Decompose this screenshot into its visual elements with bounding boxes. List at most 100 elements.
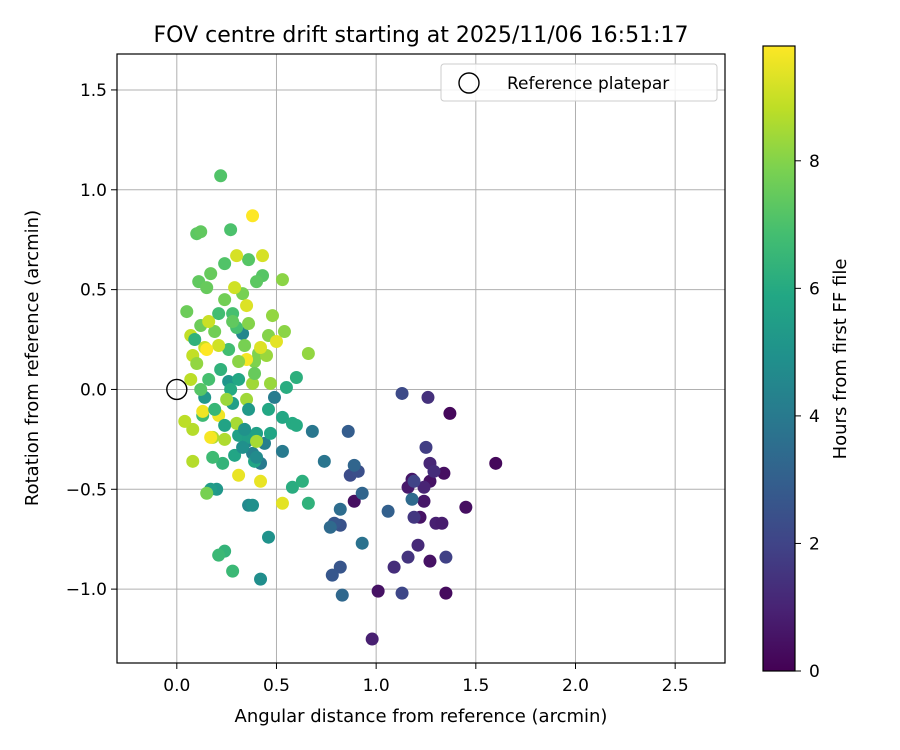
data-point	[387, 560, 401, 574]
data-point	[411, 538, 425, 552]
data-point	[200, 343, 214, 357]
x-axis-label: Angular distance from reference (arcmin)	[235, 706, 608, 727]
data-point	[295, 474, 309, 488]
data-point	[265, 309, 279, 323]
data-point	[228, 448, 242, 462]
data-point	[395, 386, 409, 400]
data-point	[242, 253, 256, 267]
data-point	[212, 339, 226, 353]
data-point	[236, 440, 250, 454]
data-point	[423, 554, 437, 568]
data-point	[240, 392, 254, 406]
data-point	[262, 530, 276, 544]
data-point	[246, 376, 260, 390]
data-point	[355, 486, 369, 500]
colorbar-tick-label: 6	[809, 279, 820, 299]
data-point	[238, 422, 252, 436]
data-point	[214, 169, 228, 183]
data-point	[335, 588, 349, 602]
data-point	[417, 480, 431, 494]
data-point	[242, 402, 256, 416]
x-tick-label: 2.0	[562, 676, 589, 696]
data-point	[254, 572, 268, 586]
data-point	[407, 510, 421, 524]
data-point	[435, 516, 449, 530]
colorbar-tick-label: 2	[809, 534, 820, 554]
data-point	[186, 454, 200, 468]
data-point	[275, 444, 289, 458]
data-point	[305, 424, 319, 438]
y-tick-label: 0.5	[80, 281, 107, 301]
data-point	[381, 504, 395, 518]
data-point	[196, 404, 210, 418]
colorbar-ticks: 0 2 4 6 8	[795, 152, 820, 682]
data-point	[289, 370, 303, 384]
data-point	[246, 209, 260, 223]
data-point	[459, 500, 473, 514]
data-point	[333, 502, 347, 516]
data-point	[186, 422, 200, 436]
data-point	[246, 498, 260, 512]
colorbar-label: Hours from first FF file	[830, 259, 851, 460]
data-point	[204, 267, 218, 281]
data-point	[248, 366, 262, 380]
data-point	[285, 480, 299, 494]
data-point	[347, 458, 361, 472]
reference-platepar-marker	[166, 378, 188, 401]
data-point	[269, 335, 283, 349]
data-point	[178, 414, 192, 428]
colorbar	[762, 45, 796, 672]
data-point	[256, 249, 270, 263]
data-point	[208, 402, 222, 416]
data-point	[437, 466, 451, 480]
data-point	[250, 275, 264, 289]
x-tick-label: 1.0	[363, 676, 390, 696]
data-point	[289, 418, 303, 432]
data-point	[401, 550, 415, 564]
x-tick-label: 0.0	[163, 676, 190, 696]
x-tick-label: 1.5	[462, 676, 489, 696]
data-point	[317, 454, 331, 468]
data-point	[421, 390, 435, 404]
data-point	[232, 354, 246, 368]
data-point	[188, 333, 202, 347]
data-point	[200, 486, 214, 500]
x-tick-label: 2.5	[662, 676, 689, 696]
data-point	[355, 536, 369, 550]
data-point	[262, 402, 276, 416]
data-point	[220, 392, 234, 406]
data-point	[202, 372, 216, 386]
data-point	[204, 430, 218, 444]
y-axis-ticks: −1.0 −0.5 0.0 0.5 1.0 1.5	[66, 81, 117, 600]
data-point	[216, 456, 230, 470]
data-point	[254, 341, 268, 355]
x-axis-ticks: 0.0 0.5 1.0 1.5 2.0 2.5	[163, 663, 689, 696]
data-point	[218, 257, 232, 271]
data-point	[279, 380, 293, 394]
data-point	[194, 382, 208, 396]
data-point	[371, 584, 385, 598]
data-point	[232, 372, 246, 386]
data-point	[365, 632, 379, 646]
data-point	[427, 464, 441, 478]
data-point	[232, 468, 246, 482]
legend-label: Reference platepar	[507, 74, 669, 94]
data-point	[218, 432, 232, 446]
data-point	[301, 496, 315, 510]
data-point	[200, 281, 214, 295]
data-point	[214, 362, 228, 376]
data-point	[347, 494, 361, 508]
data-point	[405, 492, 419, 506]
data-point	[323, 520, 337, 534]
data-point	[226, 315, 240, 329]
data-point	[242, 317, 256, 331]
data-point	[218, 293, 232, 307]
data-point	[275, 410, 289, 424]
data-point	[439, 550, 453, 564]
data-point	[224, 382, 238, 396]
data-point	[194, 225, 208, 239]
data-point	[190, 356, 204, 370]
legend-box	[440, 63, 718, 102]
data-point	[184, 372, 198, 386]
data-point	[417, 494, 431, 508]
